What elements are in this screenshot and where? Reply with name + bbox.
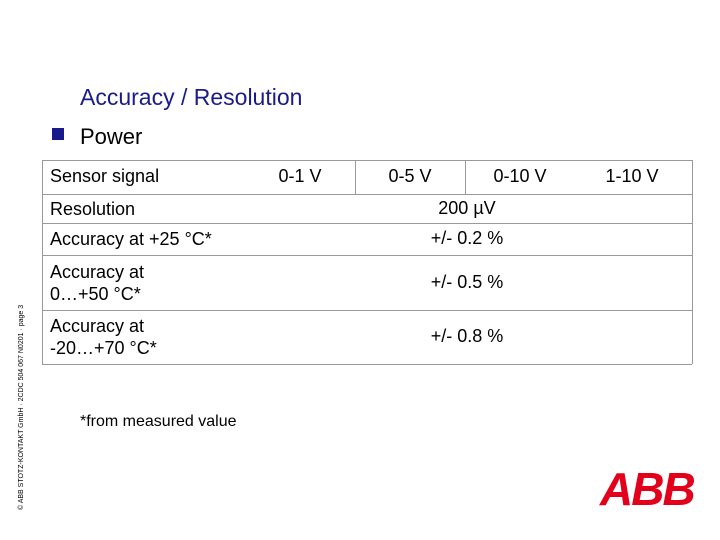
title: Accuracy / Resolution bbox=[80, 84, 303, 110]
header-cell: 0-1 V bbox=[278, 166, 322, 186]
header-cell: 1-10 V bbox=[605, 166, 659, 186]
row-value: 200 µV bbox=[438, 197, 496, 218]
header-cell: 0-5 V bbox=[388, 166, 432, 186]
rule bbox=[42, 160, 692, 161]
rule bbox=[42, 364, 692, 365]
bullet-text: Power bbox=[80, 124, 143, 149]
footnote: *from measured value bbox=[80, 413, 237, 430]
rule bbox=[465, 160, 466, 194]
row-value: +/- 0.8 % bbox=[430, 326, 504, 346]
row-label: Accuracy at bbox=[50, 261, 145, 282]
logo: ABB bbox=[600, 463, 696, 515]
header-cell: Sensor signal bbox=[50, 166, 160, 186]
row-value: +/- 0.5 % bbox=[430, 271, 504, 292]
row-label: Accuracy at bbox=[50, 316, 145, 336]
rule bbox=[692, 160, 693, 364]
header-cell: 0-10 V bbox=[493, 166, 547, 186]
rule bbox=[355, 160, 356, 194]
row-label: -20…+70 °C* bbox=[50, 338, 157, 358]
rule bbox=[42, 160, 43, 364]
rule bbox=[42, 255, 692, 256]
rule bbox=[42, 310, 692, 311]
row-label: Accuracy at +25 °C* bbox=[50, 229, 212, 249]
row-label: 0…+50 °C* bbox=[50, 283, 141, 304]
row-label: Resolution bbox=[50, 198, 136, 219]
row-value: +/- 0.2 % bbox=[430, 228, 504, 248]
rule bbox=[42, 194, 692, 195]
rule bbox=[42, 223, 692, 224]
bullet-icon bbox=[52, 128, 64, 140]
